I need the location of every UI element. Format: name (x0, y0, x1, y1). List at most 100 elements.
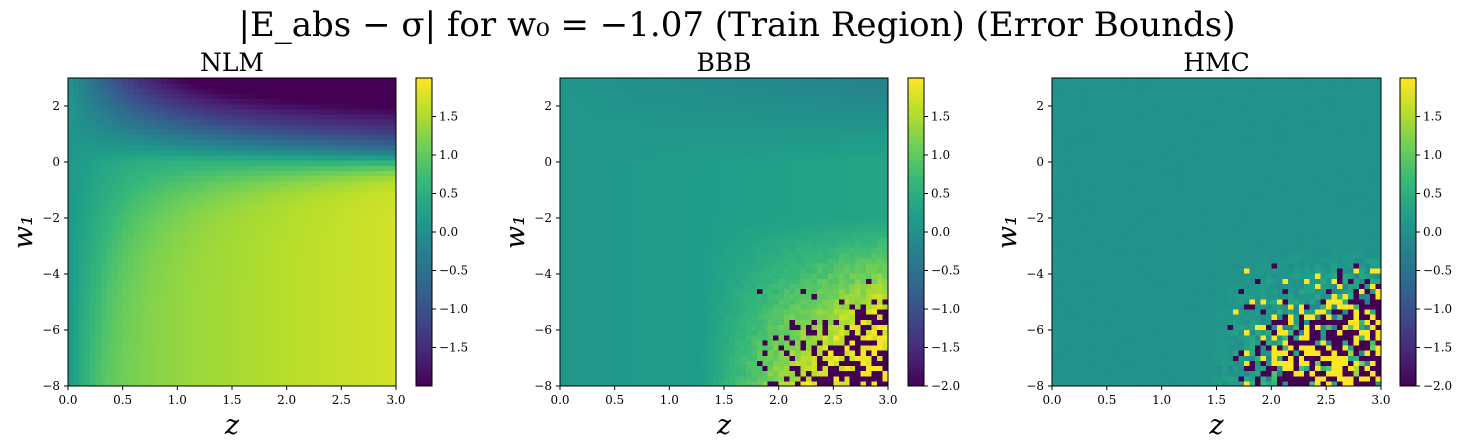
heatmap-cell (308, 98, 315, 105)
heatmap-cell (368, 283, 375, 290)
heatmap-cell (319, 334, 326, 341)
heatmap-cell (188, 242, 195, 248)
heatmap-cell (368, 139, 375, 146)
heatmap-cell (210, 180, 217, 187)
heatmap-cell (352, 165, 359, 171)
heatmap-cell (286, 329, 293, 336)
heatmap-cell (95, 134, 102, 141)
heatmap-cell (652, 334, 659, 341)
heatmap-cell (286, 185, 293, 192)
heatmap-cell (576, 309, 583, 315)
heatmap-cell (106, 380, 113, 387)
heatmap-cell (581, 247, 588, 254)
heatmap-cell (264, 278, 271, 284)
heatmap-cell (182, 124, 189, 130)
heatmap-cell (576, 344, 583, 351)
heatmap-cell (357, 196, 364, 202)
heatmap-cell (253, 355, 260, 361)
heatmap-cell (133, 288, 140, 295)
heatmap-cell (631, 232, 638, 238)
heatmap-cell (363, 365, 370, 372)
heatmap-cell (614, 339, 621, 346)
heatmap-cell (625, 262, 632, 269)
heatmap-cell (368, 232, 375, 238)
heatmap-cell (620, 180, 627, 187)
heatmap-cell (625, 324, 632, 331)
heatmap-cell (199, 273, 206, 279)
heatmap-cell (669, 201, 676, 207)
heatmap-cell (631, 83, 638, 89)
heatmap-cell (658, 334, 665, 341)
heatmap-cell (560, 83, 567, 89)
heatmap-cell (303, 211, 310, 218)
heatmap-cell (286, 339, 293, 346)
heatmap-cell (193, 196, 200, 202)
heatmap-cell (614, 124, 621, 130)
heatmap-cell (78, 237, 85, 243)
heatmap-cell (357, 329, 364, 336)
heatmap-cell (598, 375, 605, 382)
heatmap-cell (177, 257, 184, 264)
heatmap-cell (335, 350, 342, 356)
heatmap-cell (592, 257, 599, 264)
heatmap-cell (128, 108, 135, 115)
heatmap-cell (242, 344, 249, 351)
heatmap-cell (319, 242, 326, 248)
heatmap-cell (89, 119, 96, 125)
heatmap-cell (128, 155, 135, 161)
heatmap-cell (570, 365, 577, 372)
heatmap-cell (565, 365, 572, 372)
heatmap-cell (592, 155, 599, 161)
heatmap-cell (598, 344, 605, 351)
heatmap-cell (368, 160, 375, 166)
heatmap-cell (642, 237, 649, 243)
heatmap-cell (652, 144, 659, 151)
heatmap-cell (636, 206, 643, 213)
heatmap-cell (669, 262, 676, 269)
heatmap-cell (204, 293, 211, 300)
heatmap-cell (106, 129, 113, 136)
heatmap-cell (379, 355, 386, 361)
heatmap-cell (100, 278, 107, 284)
heatmap-cell (385, 273, 392, 279)
heatmap-cell (652, 262, 659, 269)
heatmap-cell (324, 139, 331, 146)
heatmap-cell (379, 165, 386, 171)
heatmap-cell (199, 108, 206, 115)
heatmap-cell (357, 211, 364, 218)
heatmap-cell (642, 267, 649, 274)
heatmap-cell (188, 206, 195, 213)
heatmap-cell (150, 170, 157, 177)
heatmap-cell (281, 298, 288, 305)
heatmap-cell (576, 226, 583, 233)
heatmap-cell (669, 232, 676, 238)
heatmap-cell (663, 119, 670, 125)
heatmap-cell (84, 190, 91, 197)
heatmap-cell (308, 273, 315, 279)
heatmap-cell (210, 370, 217, 377)
heatmap-cell (166, 108, 173, 115)
heatmap-cell (652, 303, 659, 310)
heatmap-cell (636, 309, 643, 315)
heatmap-cell (117, 83, 124, 89)
heatmap-cell (89, 257, 96, 264)
heatmap-cell (642, 257, 649, 264)
heatmap-cell (658, 273, 665, 279)
heatmap-cell (625, 88, 632, 94)
heatmap-cell (128, 380, 135, 387)
colorbar-segment (416, 239, 432, 245)
heatmap-cell (204, 298, 211, 305)
heatmap-cell (68, 232, 75, 238)
heatmap-cell (631, 278, 638, 284)
heatmap-cell (117, 288, 124, 295)
heatmap-cell (663, 324, 670, 331)
heatmap-cell (581, 252, 588, 259)
heatmap-cell (581, 175, 588, 182)
heatmap-cell (560, 190, 567, 197)
heatmap-cell (570, 242, 577, 248)
colorbar-segment (416, 312, 432, 318)
heatmap-cell (374, 375, 381, 382)
heatmap-cell (308, 226, 315, 233)
heatmap-cell (281, 237, 288, 243)
heatmap-cell (658, 185, 665, 192)
